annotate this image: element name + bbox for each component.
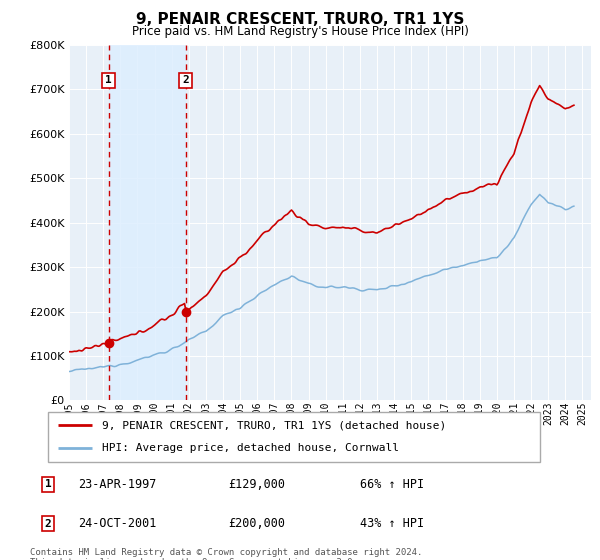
Text: 2: 2 — [44, 519, 52, 529]
Text: £200,000: £200,000 — [228, 517, 285, 530]
Text: 23-APR-1997: 23-APR-1997 — [78, 478, 157, 491]
Text: 43% ↑ HPI: 43% ↑ HPI — [360, 517, 424, 530]
Text: Price paid vs. HM Land Registry's House Price Index (HPI): Price paid vs. HM Land Registry's House … — [131, 25, 469, 38]
Text: £129,000: £129,000 — [228, 478, 285, 491]
Text: 24-OCT-2001: 24-OCT-2001 — [78, 517, 157, 530]
Text: 9, PENAIR CRESCENT, TRURO, TR1 1YS: 9, PENAIR CRESCENT, TRURO, TR1 1YS — [136, 12, 464, 27]
Text: 1: 1 — [105, 76, 112, 85]
Text: HPI: Average price, detached house, Cornwall: HPI: Average price, detached house, Corn… — [102, 444, 399, 454]
Text: Contains HM Land Registry data © Crown copyright and database right 2024.
This d: Contains HM Land Registry data © Crown c… — [30, 548, 422, 560]
Text: 9, PENAIR CRESCENT, TRURO, TR1 1YS (detached house): 9, PENAIR CRESCENT, TRURO, TR1 1YS (deta… — [102, 420, 446, 430]
Text: 2: 2 — [182, 76, 189, 85]
Bar — [109, 45, 185, 400]
Text: 66% ↑ HPI: 66% ↑ HPI — [360, 478, 424, 491]
Text: 1: 1 — [44, 479, 52, 489]
